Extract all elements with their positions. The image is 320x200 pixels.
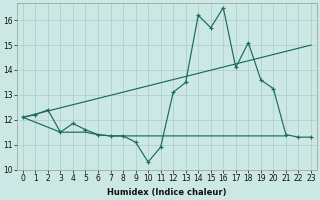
- X-axis label: Humidex (Indice chaleur): Humidex (Indice chaleur): [107, 188, 227, 197]
